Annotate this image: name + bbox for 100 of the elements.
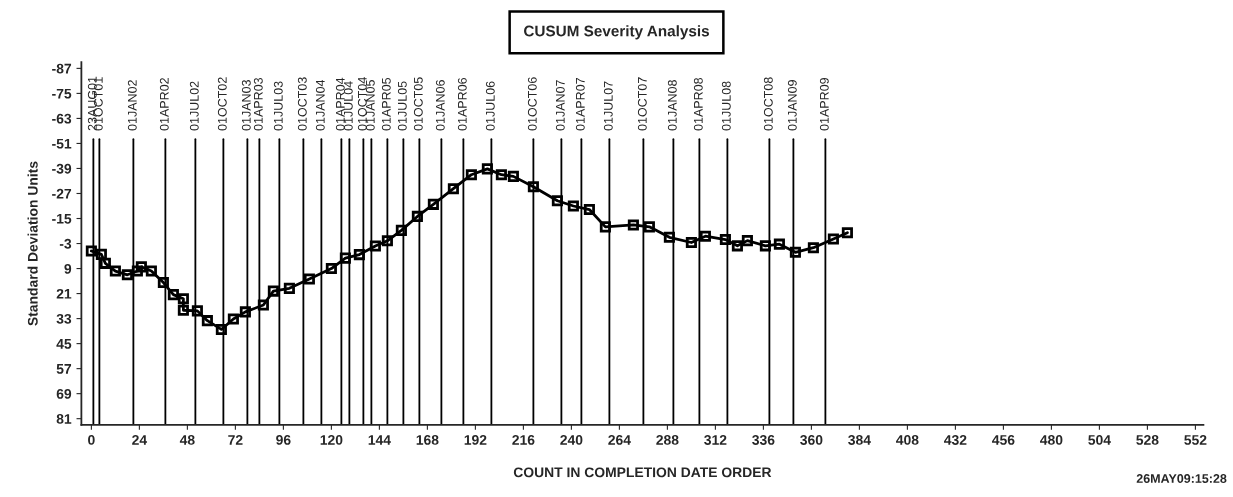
y-tick-label: -87	[52, 63, 72, 74]
ref-line-label: 01OCT06	[527, 77, 537, 131]
point	[699, 230, 711, 242]
ref-line-label: 01OCT04	[357, 77, 367, 131]
point	[191, 305, 203, 317]
point	[507, 170, 519, 182]
x-tick-label: 408	[896, 435, 919, 445]
point	[583, 203, 595, 216]
ref-line-label: 01JUL05	[397, 81, 407, 131]
point	[109, 265, 121, 277]
text: 26MAY09:15:28	[1136, 474, 1227, 483]
point	[131, 265, 143, 277]
point	[167, 289, 179, 301]
ref-line-label: 01JUL07	[603, 81, 613, 131]
x-tick-label: 240	[560, 435, 583, 445]
ref-line-label: 01APR05	[381, 77, 391, 131]
point	[627, 219, 639, 231]
x-tick-label: 144	[368, 435, 391, 445]
x-axis-title: COUNT IN COMPLETION DATE ORDER	[513, 467, 772, 478]
point	[201, 315, 213, 327]
ref-line-label: 01OCT03	[297, 77, 307, 131]
ref-line-label: 01APR03	[253, 77, 263, 131]
ref-line-label: 01OCT05	[413, 77, 423, 131]
ref-line-label: 01JAN03	[241, 80, 251, 131]
point	[395, 224, 407, 236]
point	[807, 242, 819, 254]
x-tick-label: 312	[704, 435, 727, 445]
y-tick-label: -3	[59, 238, 72, 249]
ref-line-label: 01APR04	[335, 77, 345, 131]
ref-line-label: 01OCT07	[637, 77, 647, 131]
ref-line-label: 01APR07	[575, 78, 585, 131]
point	[731, 240, 743, 252]
point	[841, 227, 853, 239]
ref-line-label: 01JUL03	[273, 81, 283, 131]
point	[369, 240, 381, 252]
point	[99, 257, 111, 269]
x-tick-label: 288	[656, 435, 679, 445]
point	[551, 195, 563, 207]
x-tick-label: 48	[179, 435, 195, 445]
y-tick-label: 9	[64, 263, 72, 274]
point	[827, 233, 839, 245]
point	[121, 269, 133, 281]
point	[789, 246, 801, 258]
point	[135, 261, 147, 273]
point	[325, 262, 337, 275]
point	[411, 210, 423, 222]
point	[427, 198, 439, 210]
x-tick-label: 336	[752, 435, 775, 445]
point	[759, 240, 771, 252]
ref-line-label: 01APR06	[457, 77, 467, 131]
point	[267, 285, 279, 297]
point	[303, 273, 315, 285]
y-tick-label: 81	[56, 414, 72, 424]
x-tick-label: 120	[320, 435, 343, 445]
point	[495, 169, 507, 181]
point	[157, 276, 169, 289]
point	[215, 323, 227, 335]
ref-line-label: 01APR08	[693, 77, 703, 131]
x-tick-label: 96	[276, 435, 291, 445]
y-tick-label: -75	[52, 88, 72, 99]
x-tick-label: 24	[132, 435, 148, 445]
point	[145, 265, 157, 277]
point	[685, 236, 697, 249]
point	[177, 293, 189, 305]
ref-line-label: 01JAN04	[315, 79, 325, 131]
ref-line-label: 01JUL04	[343, 81, 353, 131]
point	[227, 313, 239, 325]
ref-line-label: 01JAN07	[555, 80, 565, 131]
point	[599, 221, 611, 233]
x-tick-label: 360	[800, 435, 823, 445]
point	[567, 200, 579, 212]
ref-line-label: 01JUL06	[485, 81, 495, 131]
point	[257, 299, 269, 311]
x-tick-label: 528	[1136, 435, 1159, 445]
point	[177, 304, 189, 316]
ref-line-label: 01JAN09	[787, 80, 797, 131]
point	[527, 181, 539, 193]
y-tick-label: -51	[52, 138, 72, 149]
point	[447, 183, 459, 195]
ref-line-label: 01APR09	[819, 78, 829, 131]
x-tick-label: 552	[1184, 435, 1207, 445]
y-axis-title: Standard Deviation Units	[27, 161, 38, 326]
x-tick-label: 264	[608, 435, 631, 445]
x-tick-label: 192	[464, 435, 487, 445]
ref-line-label: 01JAN08	[667, 80, 677, 131]
point	[465, 169, 477, 181]
y-tick-label: 69	[56, 388, 72, 399]
y-tick-label: 21	[56, 288, 72, 299]
point	[95, 248, 107, 260]
x-tick-label: 168	[416, 435, 439, 445]
point	[381, 235, 393, 247]
x-tick-label: 0	[88, 435, 95, 445]
point	[481, 163, 493, 175]
point	[339, 252, 351, 264]
point	[353, 249, 365, 261]
x-tick-label: 72	[228, 435, 243, 445]
y-tick-label: -27	[52, 188, 72, 199]
point	[643, 221, 655, 233]
x-tick-label: 384	[848, 435, 871, 445]
ref-line-label: 01JUL08	[721, 81, 731, 131]
